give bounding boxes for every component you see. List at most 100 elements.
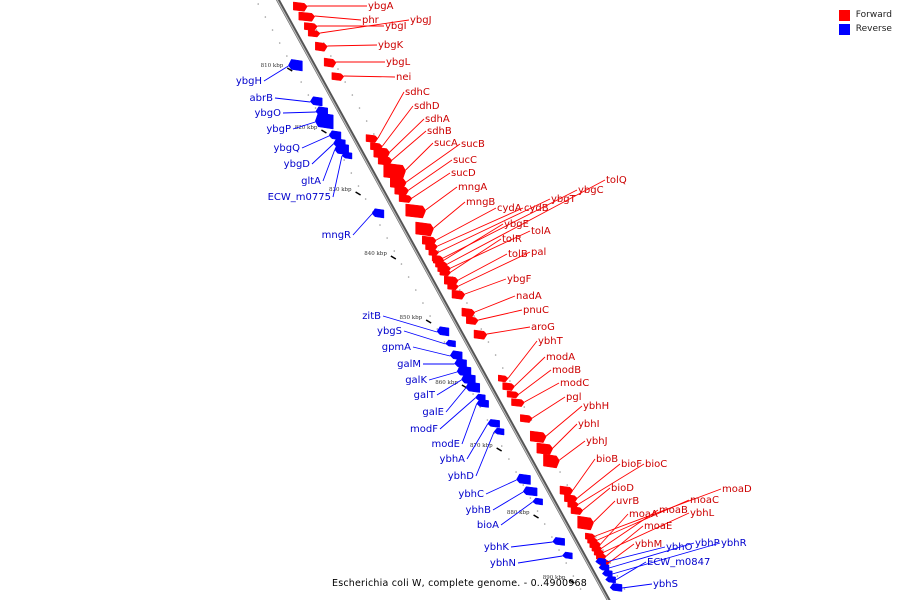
gene-leader-pgl (532, 396, 566, 419)
track-dot (314, 107, 317, 109)
gene-label-galm: galM (397, 359, 421, 370)
gene-label-modf: modF (410, 424, 438, 435)
gene-arrow-modb (506, 390, 520, 399)
track-dot (414, 289, 417, 291)
gene-arrow-bioa (532, 497, 543, 506)
kbp-tick (496, 447, 503, 452)
gene-label-mode: modE (431, 439, 460, 450)
gene-label-ybhl: ybhL (690, 508, 715, 519)
track-dot (400, 263, 403, 265)
gene-label-tolb: tolB (508, 249, 528, 260)
gene-label-galt: galT (414, 390, 436, 401)
gene-label-ybgh: ybgH (236, 76, 262, 87)
gene-leader-sdhd (382, 105, 414, 147)
gene-leader-ybhm (609, 543, 635, 563)
gene-arrow-nada (461, 307, 476, 318)
kbp-label: 840 kbp (364, 251, 387, 257)
gene-label-ybgo: ybgO (255, 108, 282, 119)
gene-leader-mngb (433, 201, 466, 229)
gene-arrow-biod (570, 506, 584, 515)
track-dot (343, 159, 345, 161)
kbp-tick (355, 191, 361, 196)
kbp-label: 880 kbp (507, 510, 530, 516)
track-dot (337, 68, 339, 70)
gene-leader-bioa (500, 501, 533, 526)
gene-label-ybgf: ybgF (507, 274, 532, 285)
gene-arrow-sucb (390, 176, 407, 189)
gene-arrow-ybgq (328, 130, 342, 141)
gene-arrow-ybgs (445, 339, 456, 348)
gene-arrow-ybgh (288, 59, 303, 72)
track-dot (271, 29, 274, 31)
track-dot (473, 315, 475, 317)
gene-label-biob: bioB (596, 454, 618, 465)
gene-leader-suca (405, 142, 434, 171)
track-dot (379, 224, 381, 226)
gene-label-pgl: pgl (566, 392, 581, 403)
gene-label-modc: modC (560, 378, 589, 389)
gene-label-ybgt: ybgT (551, 194, 577, 205)
gene-leader-ybgj (320, 19, 410, 34)
gene-leader-ybhc (485, 479, 517, 495)
track-dot (508, 458, 510, 460)
track-dot (257, 3, 260, 5)
gene-label-cyda: cydA (497, 203, 522, 214)
gene-arrow-ybhp (598, 563, 610, 572)
gene-leader-sucd (411, 172, 451, 199)
gene-arrow-uvrb (577, 515, 594, 531)
gene-leader-mnga (425, 186, 458, 211)
gene-arrow-sdhc (365, 134, 379, 143)
track-dot (523, 406, 526, 408)
gene-leader-ybgp (292, 121, 316, 130)
gene-arrow-ybhr (601, 569, 613, 578)
gene-arrow-ybhj (543, 453, 560, 469)
gene-arrow-biob (559, 485, 574, 496)
track-dot (595, 536, 597, 538)
track-dot (602, 549, 604, 551)
gene-label-biod: bioD (611, 483, 634, 494)
gene-label-ybhi: ybhI (578, 419, 600, 430)
gene-leader-modb (518, 369, 552, 395)
gene-arrow-cydb (425, 242, 438, 251)
gene-leader-ybho (605, 546, 666, 563)
gene-leader-ybhd (475, 431, 495, 477)
gene-arrow-arog (473, 329, 488, 340)
gene-arrow-sdha (373, 146, 391, 159)
gene-label-mnga: mngA (458, 182, 487, 193)
gene-label-ybgk: ybgK (378, 40, 404, 51)
gene-label-tolq: tolQ (606, 175, 627, 186)
gene-leader-ybhn (517, 555, 563, 564)
gene-label-succ: sucC (453, 155, 477, 166)
gene-leader-tolb (458, 253, 508, 281)
gene-label-glta: gltA (301, 176, 321, 187)
gene-label-ybhm: ybhM (635, 539, 662, 550)
gene-leader-ybhj (559, 440, 586, 461)
gene-leader-cydb (437, 207, 524, 247)
gene-label-sucb: sucB (461, 139, 485, 150)
gene-arrow-ybhn (562, 551, 573, 560)
gene-label-gale: galE (422, 407, 444, 418)
gene-leader-ecw-m0847 (615, 561, 647, 581)
gene-leader-arog (486, 326, 531, 335)
gene-arrow-succ (394, 185, 410, 196)
gene-leader-sdhb (391, 130, 427, 161)
track-dot (509, 380, 511, 382)
gene-label-moab: moaB (659, 505, 688, 516)
gene-label-ybht: ybhT (538, 336, 564, 347)
track-dot (264, 16, 267, 18)
gene-label-moad: moaD (722, 484, 752, 495)
track-dot (286, 55, 288, 57)
track-dot (480, 328, 483, 330)
gene-label-ybhp: ybhP (695, 538, 720, 549)
gene-label-sdhc: sdhC (405, 87, 430, 98)
gene-arrow-ybhb (522, 486, 538, 497)
gene-leader-ybgt (438, 198, 551, 253)
gene-arrow-ecw-m0847 (605, 575, 616, 584)
gene-leader-galt (436, 379, 462, 396)
gene-arrow-moda (502, 382, 516, 391)
gene-arrow-sucd (398, 194, 413, 203)
gene-label-phr: phr (362, 15, 380, 26)
gene-leader-phr (314, 15, 362, 21)
gene-label-ybhc: ybhC (458, 489, 484, 500)
legend-label-reverse: Reverse (855, 24, 892, 34)
